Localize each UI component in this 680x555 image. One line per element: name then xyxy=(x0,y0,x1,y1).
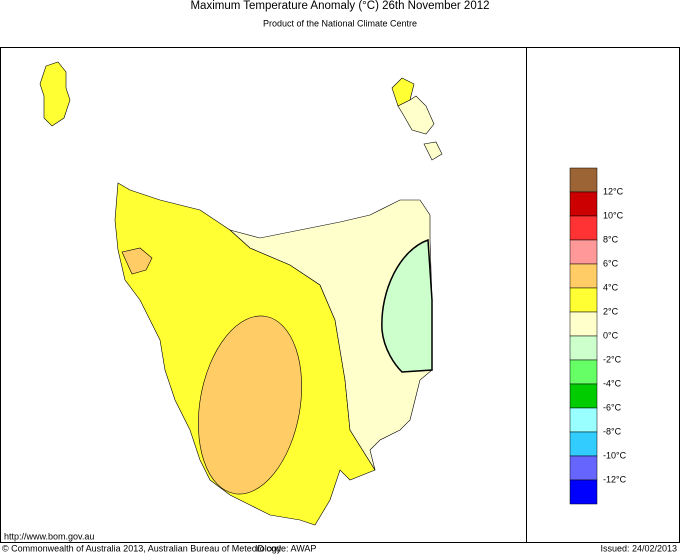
legend-label: 10°C xyxy=(603,210,624,220)
legend-frame xyxy=(526,47,680,543)
legend-swatch xyxy=(569,479,598,505)
legend-label: -2°C xyxy=(603,354,622,364)
anomaly-region-warm xyxy=(198,315,302,495)
legend-label: 2°C xyxy=(603,306,619,316)
legend-swatch xyxy=(569,407,598,433)
legend-label: -10°C xyxy=(603,450,627,460)
legend-swatch xyxy=(569,431,598,457)
copyright: © Commonwealth of Australia 2013, Austra… xyxy=(2,543,282,553)
cape-barren-island xyxy=(423,141,443,161)
legend-label: -8°C xyxy=(603,426,622,436)
subtitle: Product of the National Climate Centre xyxy=(263,18,417,28)
legend-swatch xyxy=(569,215,598,241)
flinders-island-south xyxy=(397,95,435,135)
legend-label: 6°C xyxy=(603,258,619,268)
title: Maximum Temperature Anomaly (°C) 26th No… xyxy=(190,0,489,12)
issued-date: Issued: 24/02/2013 xyxy=(600,543,677,553)
legend-label: -4°C xyxy=(603,378,622,388)
legend-label: -12°C xyxy=(603,474,627,484)
legend-label: -6°C xyxy=(603,402,622,412)
legend-swatch xyxy=(569,287,598,313)
legend-swatch xyxy=(569,335,598,361)
king-island xyxy=(39,61,71,127)
id-code: ID code: AWAP xyxy=(255,543,316,553)
legend-label: 4°C xyxy=(603,282,619,292)
legend-swatch xyxy=(569,263,598,289)
legend-label: 8°C xyxy=(603,234,619,244)
legend-swatch xyxy=(569,455,598,481)
legend-swatch xyxy=(569,239,598,265)
legend-swatch xyxy=(569,383,598,409)
legend-swatch xyxy=(569,167,598,193)
legend: 12°C 10°C 8°C 6°C 4°C 2°C 0°C -2°C -4°C -6°C -8°C -… xyxy=(569,167,627,505)
map xyxy=(39,61,443,526)
legend-swatch xyxy=(569,311,598,337)
legend-swatch xyxy=(569,359,598,385)
legend-label: 12°C xyxy=(603,186,624,196)
anomaly-region-warm-west xyxy=(121,247,153,275)
land-east xyxy=(229,199,433,471)
source-url: http://www.bom.gov.au xyxy=(4,531,94,541)
anomaly-region-cool xyxy=(381,238,433,373)
flinders-island-north xyxy=(391,77,415,107)
legend-label: 0°C xyxy=(603,330,619,340)
legend-swatch xyxy=(569,191,598,217)
